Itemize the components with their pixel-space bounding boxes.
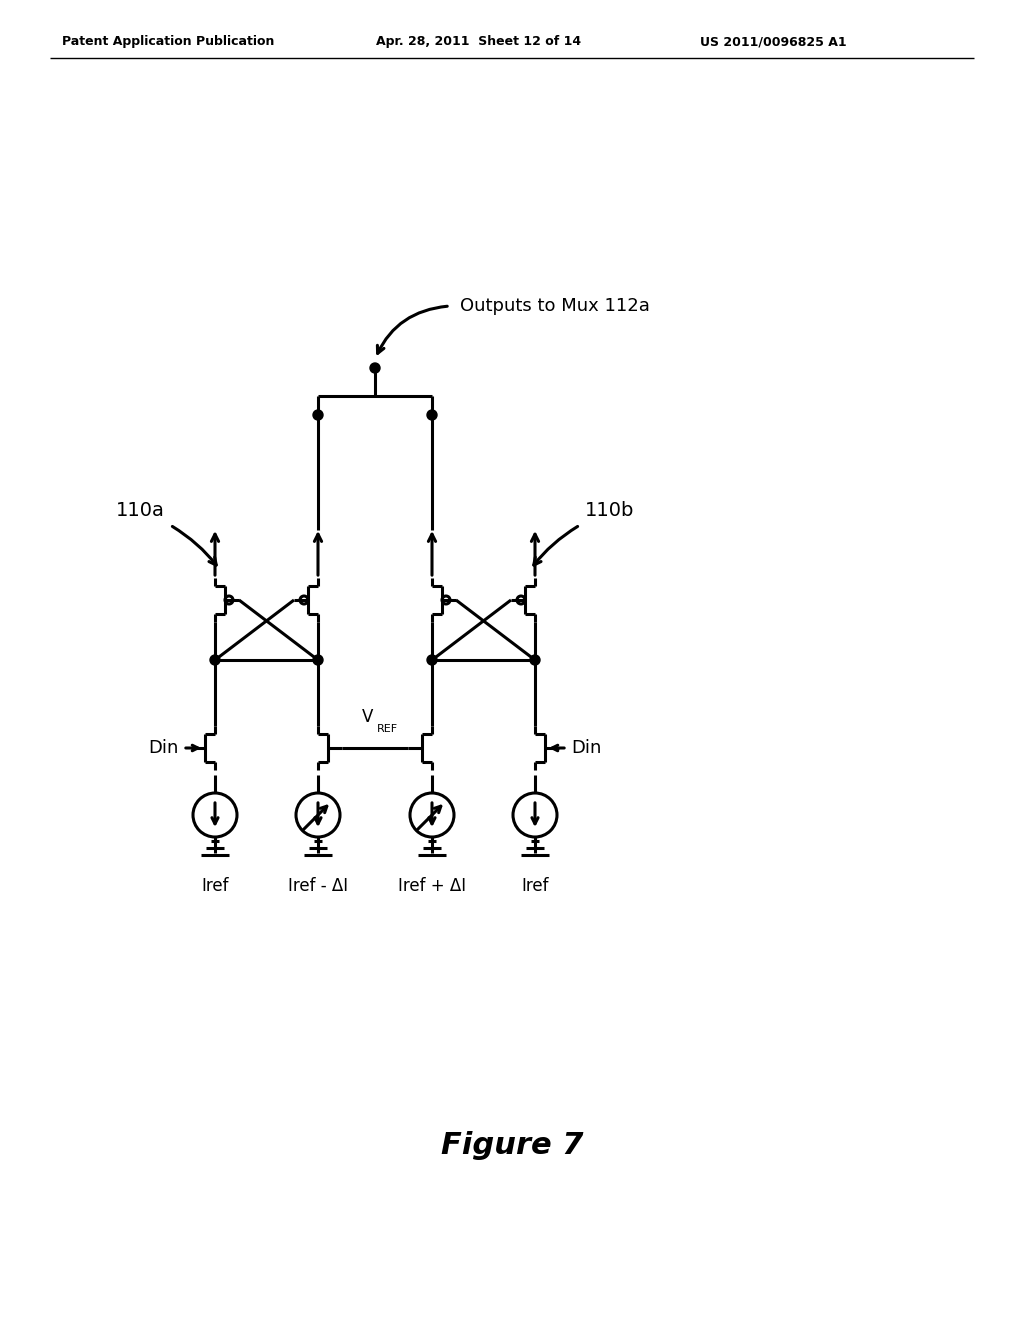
Text: 110b: 110b	[585, 500, 635, 520]
Text: US 2011/0096825 A1: US 2011/0096825 A1	[700, 36, 847, 49]
Text: 110a: 110a	[116, 500, 165, 520]
Circle shape	[313, 655, 323, 665]
Circle shape	[370, 363, 380, 374]
Text: Figure 7: Figure 7	[440, 1130, 584, 1159]
Text: Iref: Iref	[521, 876, 549, 895]
Text: Iref: Iref	[202, 876, 228, 895]
Text: Din: Din	[571, 739, 601, 756]
Text: Din: Din	[148, 739, 179, 756]
Text: Iref - ΔI: Iref - ΔI	[288, 876, 348, 895]
Text: Apr. 28, 2011  Sheet 12 of 14: Apr. 28, 2011 Sheet 12 of 14	[376, 36, 582, 49]
Circle shape	[530, 655, 540, 665]
Text: V: V	[361, 708, 373, 726]
Text: Patent Application Publication: Patent Application Publication	[62, 36, 274, 49]
Circle shape	[313, 411, 323, 420]
Circle shape	[427, 655, 437, 665]
Text: Iref + ΔI: Iref + ΔI	[398, 876, 466, 895]
Circle shape	[210, 655, 220, 665]
Text: Outputs to Mux 112a: Outputs to Mux 112a	[460, 297, 650, 315]
Circle shape	[427, 411, 437, 420]
Text: REF: REF	[377, 723, 398, 734]
